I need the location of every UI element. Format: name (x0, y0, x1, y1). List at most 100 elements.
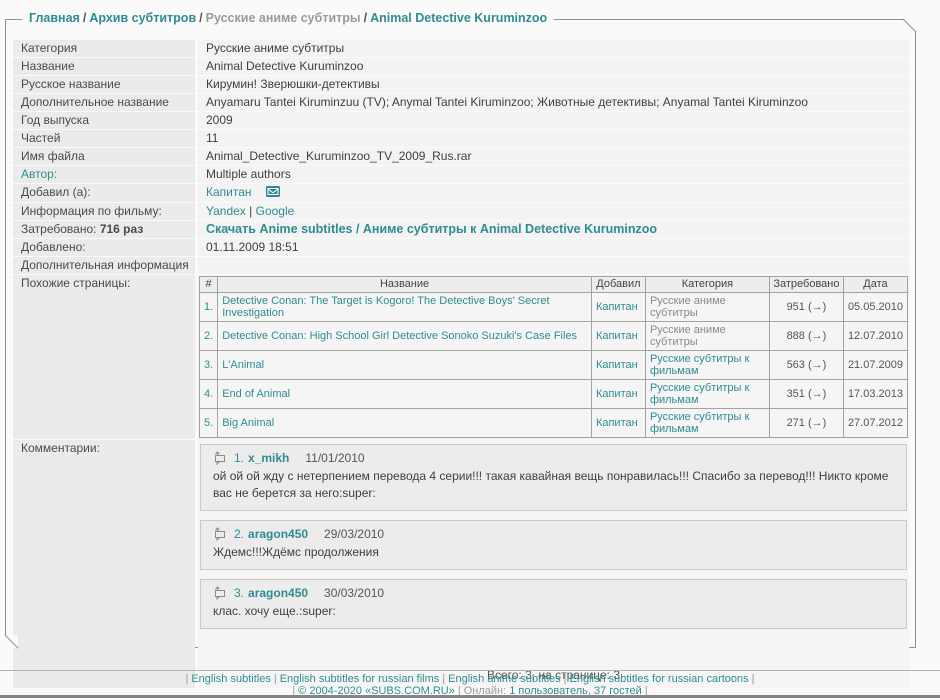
related-category-link[interactable]: Русские субтитры к фильмам (649, 382, 750, 406)
related-title-link[interactable]: L'Animal (222, 359, 265, 371)
info-row-filename: Имя файла Animal_Detective_Kuruminzoo_TV… (13, 148, 909, 165)
col-header-title: Название (217, 276, 592, 293)
footer-link-english-russian-films[interactable]: English subtitles for russian films (279, 673, 440, 685)
related-title-link[interactable]: Detective Conan: The Target is Kogoro! T… (222, 295, 550, 319)
info-row-title: Название Animal Detective Kuruminzoo (13, 58, 909, 75)
breadcrumb-item-current[interactable]: Animal Detective Kuruminzoo (370, 11, 548, 25)
field-label: Частей (13, 130, 195, 147)
related-category-link[interactable]: Русские субтитры к фильмам (649, 411, 750, 435)
breadcrumb-separator: / (199, 11, 203, 25)
info-row-film-info: Информация по фильму: Yandex | Google (13, 203, 909, 220)
online-label: Онлайн: (463, 685, 507, 697)
row-number: 5. (198, 408, 219, 438)
field-value: Кирумин! Зверюшки-детективы (198, 76, 909, 93)
comment-author-link[interactable]: aragon450 (248, 526, 309, 541)
download-link[interactable]: Скачать Anime subtitles / Аниме субтитры… (206, 222, 658, 236)
field-label: Дополнительное название (13, 94, 195, 111)
footer-separator: | (273, 673, 277, 685)
related-title-link[interactable]: Big Animal (222, 417, 275, 429)
comment-author-link[interactable]: aragon450 (248, 585, 309, 600)
copyright-link[interactable]: © 2004-2020 «SUBS.COM.RU» (298, 685, 455, 697)
comment-number: 2. (234, 526, 245, 541)
related-date: 27.07.2012 (842, 408, 909, 438)
related-date: 17.03.2013 (842, 379, 909, 409)
related-header-row: # Название Добавил Категория Затребовано… (198, 276, 909, 293)
field-label: Русское название (13, 76, 195, 93)
comment-date: 11/01/2010 (305, 450, 365, 465)
table-row: 3. L'Animal Капитан Русские субтитры к ф… (198, 350, 909, 380)
info-row-requested: Затребовано: 716 раз Скачать Anime subti… (13, 221, 909, 238)
field-value: 01.11.2009 18:51 (198, 239, 909, 256)
footer-link-english-anime[interactable]: English anime subtitles (448, 673, 561, 685)
field-value: Anyamaru Tantei Kiruminzuu (TV); Anymal … (198, 94, 909, 111)
field-value: Animal_Detective_Kuruminzoo_TV_2009_Rus.… (198, 148, 909, 165)
comment: 1. x_mikh 11/01/2010 ой ой ой жду с нете… (200, 444, 907, 511)
row-number: 4. (198, 379, 219, 409)
footer-separator: | (442, 673, 446, 685)
quote-icon[interactable] (213, 586, 227, 600)
field-value (198, 257, 909, 274)
field-label: Год выпуска (13, 112, 195, 129)
quote-icon[interactable] (213, 451, 227, 465)
breadcrumb-item-home[interactable]: Главная (29, 11, 80, 25)
related-added-by-link[interactable]: Капитан (595, 388, 638, 400)
added-by-user-link[interactable]: Капитан (206, 185, 252, 199)
envelope-icon[interactable] (265, 186, 280, 200)
comment-author-link[interactable]: x_mikh (248, 450, 290, 465)
breadcrumb-separator: / (363, 11, 368, 25)
related-requested-count: 951 (→) (768, 292, 844, 322)
related-requested-count: 563 (→) (768, 350, 844, 380)
breadcrumb-item-category: Русские аниме субтитры (205, 11, 361, 25)
info-row-parts: Частей 11 (13, 130, 909, 147)
field-label: Информация по фильму: (13, 203, 195, 220)
field-value: 11 (198, 130, 909, 147)
related-added-by-link[interactable]: Капитан (595, 417, 638, 429)
comment: 3. aragon450 30/03/2010 клас. хочу еще.:… (200, 579, 907, 629)
panel-corner-top-right (903, 19, 916, 32)
field-label: Категория (13, 40, 195, 57)
field-label: Добавил (а): (13, 184, 195, 202)
field-label: Комментарии: (13, 440, 195, 688)
col-header-requested: Затребовано (768, 276, 844, 293)
author-link[interactable]: Автор: (21, 167, 58, 181)
related-added-by-link[interactable]: Капитан (595, 359, 638, 371)
field-value: Yandex | Google (198, 203, 909, 220)
col-header-category: Категория (644, 276, 770, 293)
comment-number: 1. (234, 450, 245, 465)
footer-links: | English subtitles | English subtitles for… (0, 674, 940, 685)
related-category: Русские аниме субтитры (644, 292, 770, 322)
info-row-russian-title: Русское название Кирумин! Зверюшки-детек… (13, 76, 909, 93)
table-row: 5. Big Animal Капитан Русские субтитры к… (198, 408, 909, 438)
breadcrumb-separator: / (82, 11, 87, 25)
table-row: 4. End of Animal Капитан Русские субтитр… (198, 379, 909, 409)
info-row-year: Год выпуска 2009 (13, 112, 909, 129)
related-requested-count: 351 (→) (768, 379, 844, 409)
row-number: 3. (198, 350, 219, 380)
google-search-link[interactable]: Google (255, 204, 295, 218)
related-added-by-link[interactable]: Капитан (595, 301, 638, 313)
comment-text: Ждемс!!!Ждёмс продолжения (213, 545, 379, 559)
panel-corner-bottom-left (5, 635, 18, 648)
quote-icon[interactable] (213, 527, 227, 541)
related-category-link[interactable]: Русские субтитры к фильмам (649, 353, 750, 377)
field-label: Имя файла (13, 148, 195, 165)
footer-separator: | (644, 685, 648, 697)
related-date: 05.05.2010 (842, 292, 909, 322)
table-row: 1. Detective Conan: The Target is Kogoro… (198, 292, 909, 322)
field-label: Добавлено: (13, 239, 195, 256)
yandex-search-link[interactable]: Yandex (206, 204, 246, 218)
field-value: Animal Detective Kuruminzoo (198, 58, 909, 75)
related-title-link[interactable]: End of Animal (222, 388, 291, 400)
footer-separator: | (185, 673, 189, 685)
footer-link-english-russian-cartoons[interactable]: English subtitles for russian cartoons (569, 673, 749, 685)
comment-number: 3. (234, 585, 245, 600)
info-row-category: Категория Русские аниме субтитры (13, 40, 909, 57)
link-separator: | (249, 204, 253, 218)
footer-link-english-subtitles[interactable]: English subtitles (191, 673, 271, 685)
online-users-link[interactable]: 1 пользователь, 37 гостей (509, 685, 642, 697)
breadcrumb-item-archive[interactable]: Архив субтитров (89, 11, 197, 25)
field-label: Дополнительная информация (13, 257, 195, 274)
related-title-link[interactable]: Detective Conan: High School Girl Detect… (222, 330, 578, 342)
related-added-by-link[interactable]: Капитан (595, 330, 638, 342)
footer: | English subtitles | English subtitles for… (0, 670, 940, 697)
